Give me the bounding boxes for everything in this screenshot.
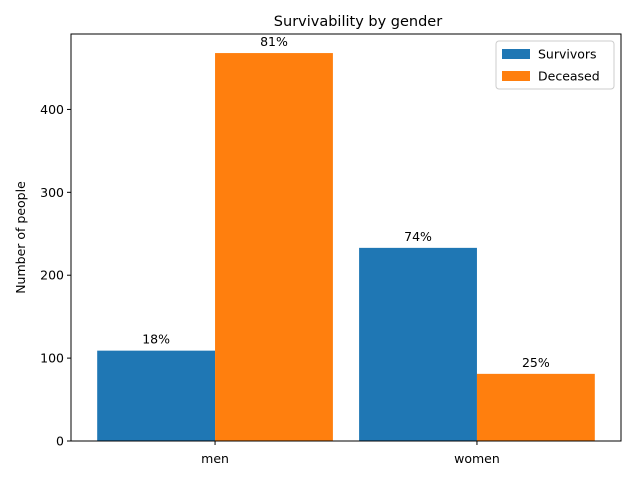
chart-title: Survivability by gender [274,14,442,30]
y-axis: 0 100 200 300 400 [40,102,71,449]
data-label-survivors-women: 74% [404,229,432,244]
bar-survivors-men [97,350,216,441]
bar-deceased-women [476,373,595,441]
legend-label-survivors: Survivors [538,47,597,62]
bars-layer [97,53,595,441]
plot-area-frame [70,33,622,442]
y-tick-label: 300 [40,185,64,200]
legend-label-deceased: Deceased [538,69,600,84]
legend: Survivors Deceased [495,40,615,90]
x-axis: men women [201,441,500,466]
y-axis-label: Number of people [13,181,28,294]
data-label-deceased-men: 81% [260,34,288,49]
legend-swatch-survivors [502,49,530,59]
x-tick-label-men: men [201,451,229,466]
legend-swatch-deceased [502,71,530,81]
x-tick-label-women: women [454,451,500,466]
y-tick-label: 400 [40,102,64,117]
data-labels-layer: 18% 74% 81% 25% [142,34,550,370]
data-label-survivors-men: 18% [142,332,170,347]
bar-survivors-women [359,247,477,441]
y-tick-label: 0 [56,434,64,449]
y-tick-label: 100 [40,351,64,366]
y-tick-label: 200 [40,268,64,283]
bar-deceased-men [215,53,333,441]
data-label-deceased-women: 25% [522,355,550,370]
